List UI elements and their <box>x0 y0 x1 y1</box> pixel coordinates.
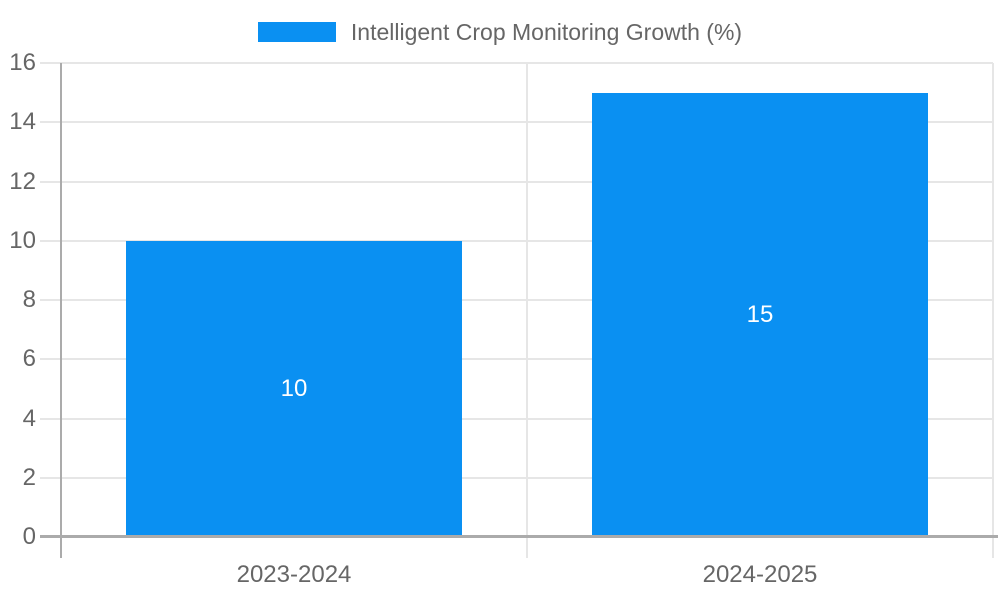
gridline-y-12 <box>40 180 993 183</box>
y-tick-label-10: 10 <box>9 226 36 254</box>
gridline-x-1 <box>526 63 528 558</box>
y-tick-label-2: 2 <box>22 463 36 491</box>
x-axis-line <box>40 535 998 538</box>
y-tick-label-4: 4 <box>22 404 36 432</box>
bar-value-label: 10 <box>280 374 308 402</box>
gridline-y-14 <box>40 121 993 124</box>
bar-value-label: 15 <box>746 300 774 328</box>
y-tick-label-16: 16 <box>9 49 36 76</box>
gridline-y-6 <box>40 358 993 361</box>
gridline-y-4 <box>40 417 993 420</box>
x-tick-label-2024-2025: 2024-2025 <box>702 561 818 588</box>
y-tick-label-6: 6 <box>22 345 36 373</box>
bar-2023-2024[interactable] <box>126 241 462 537</box>
legend-swatch <box>257 22 336 42</box>
y-tick-label-8: 8 <box>22 286 36 313</box>
gridline-x-2 <box>992 63 994 558</box>
gridline-y-16 <box>40 62 993 64</box>
x-tick-label-2023-2024: 2023-2024 <box>236 561 352 588</box>
y-tick-label-0: 0 <box>22 523 36 550</box>
gridline-y-2 <box>40 476 993 479</box>
bar-2024-2025[interactable] <box>592 93 928 537</box>
gridline-y-10 <box>40 239 993 242</box>
plot-area: 0 2 4 6 8 10 12 14 16 10 2023-2024 15 2024-2025 <box>9 51 998 588</box>
y-tick-label-12: 12 <box>9 167 36 195</box>
y-tick-label-14: 14 <box>9 108 36 136</box>
legend-label: Intelligent Crop Monitoring Growth (%) <box>350 19 743 45</box>
y-axis-line <box>60 63 62 558</box>
gridline-y-8 <box>40 299 993 301</box>
chart-legend[interactable]: Intelligent Crop Monitoring Growth (%) <box>0 20 1000 44</box>
